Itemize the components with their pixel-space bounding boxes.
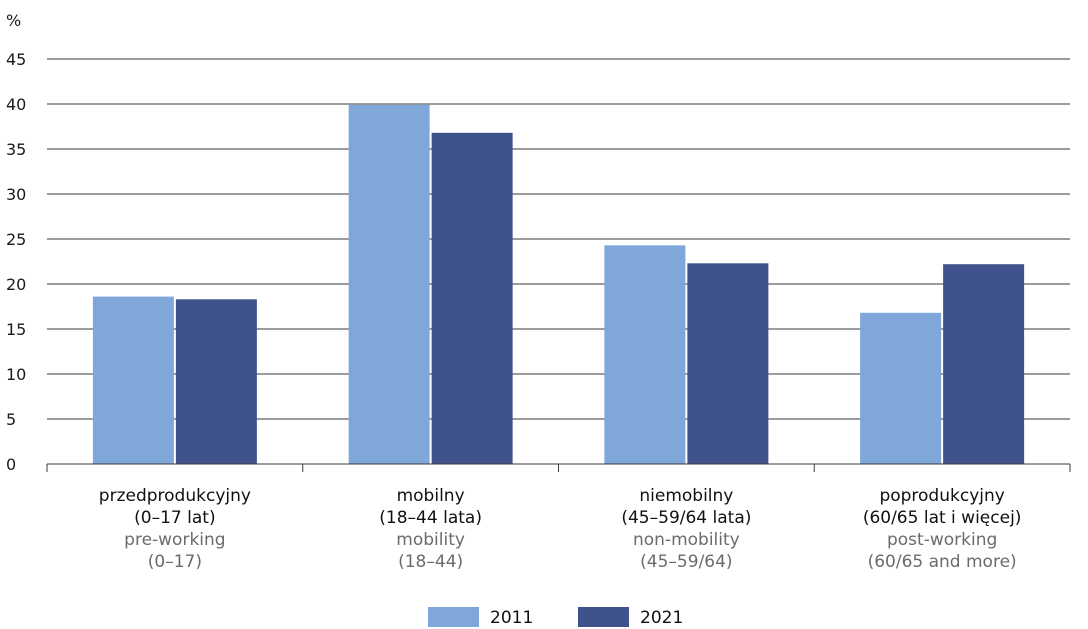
y-tick-label: 45 <box>6 50 26 69</box>
category-label-2: (45–59/64) <box>640 552 732 572</box>
category-label-2: niemobilny <box>639 486 733 506</box>
bar-2011-3 <box>860 312 942 464</box>
category-label-3: (60/65 lat i więcej) <box>863 508 1022 528</box>
category-label-2: non-mobility <box>633 530 740 550</box>
legend-swatch-2011 <box>428 607 479 627</box>
category-label-0: przedprodukcyjny <box>99 486 251 506</box>
y-tick-label: 10 <box>6 365 26 384</box>
x-axis <box>46 463 1071 472</box>
category-label-0: (0–17) <box>148 552 202 572</box>
y-tick-label: 25 <box>6 230 26 249</box>
category-label-3: post-working <box>887 530 997 550</box>
legend-label-2021: 2021 <box>640 608 683 628</box>
legend-swatch-2021 <box>578 607 629 627</box>
category-label-1: (18–44 lata) <box>379 508 482 528</box>
legend: 2011 2021 <box>428 607 683 628</box>
y-tick-label: 15 <box>6 320 26 339</box>
bar-2021-2 <box>687 263 769 464</box>
y-tick-labels: 0 5 10 15 20 25 30 35 40 45 <box>6 50 26 474</box>
category-label-1: mobilny <box>397 486 465 506</box>
category-label-1: mobility <box>396 530 465 550</box>
category-label-3: poprodukcyjny <box>879 486 1004 506</box>
y-tick-label: 0 <box>6 455 16 474</box>
bar-2021-1 <box>431 132 513 465</box>
y-tick-label: 20 <box>6 275 26 294</box>
bar-2021-0 <box>175 299 257 464</box>
category-label-2: (45–59/64 lata) <box>621 508 751 528</box>
y-tick-label: 35 <box>6 140 26 159</box>
category-label-1: (18–44) <box>398 552 463 572</box>
bar-2011-0 <box>92 296 174 464</box>
bar-2021-3 <box>943 264 1025 464</box>
legend-label-2011: 2011 <box>490 608 533 628</box>
y-tick-label: 30 <box>6 185 26 204</box>
bar-2011-1 <box>348 104 430 465</box>
category-label-0: (0–17 lat) <box>134 508 215 528</box>
bar-2011-2 <box>604 245 686 464</box>
bars <box>92 104 1025 465</box>
y-axis-label: % <box>6 11 21 30</box>
y-tick-label: 40 <box>6 95 26 114</box>
y-tick-label: 5 <box>6 410 16 429</box>
category-label-3: (60/65 and more) <box>868 552 1017 572</box>
x-category-labels: przedprodukcyjny(0–17 lat)pre-working(0–… <box>99 486 1022 572</box>
category-label-0: pre-working <box>124 530 225 550</box>
